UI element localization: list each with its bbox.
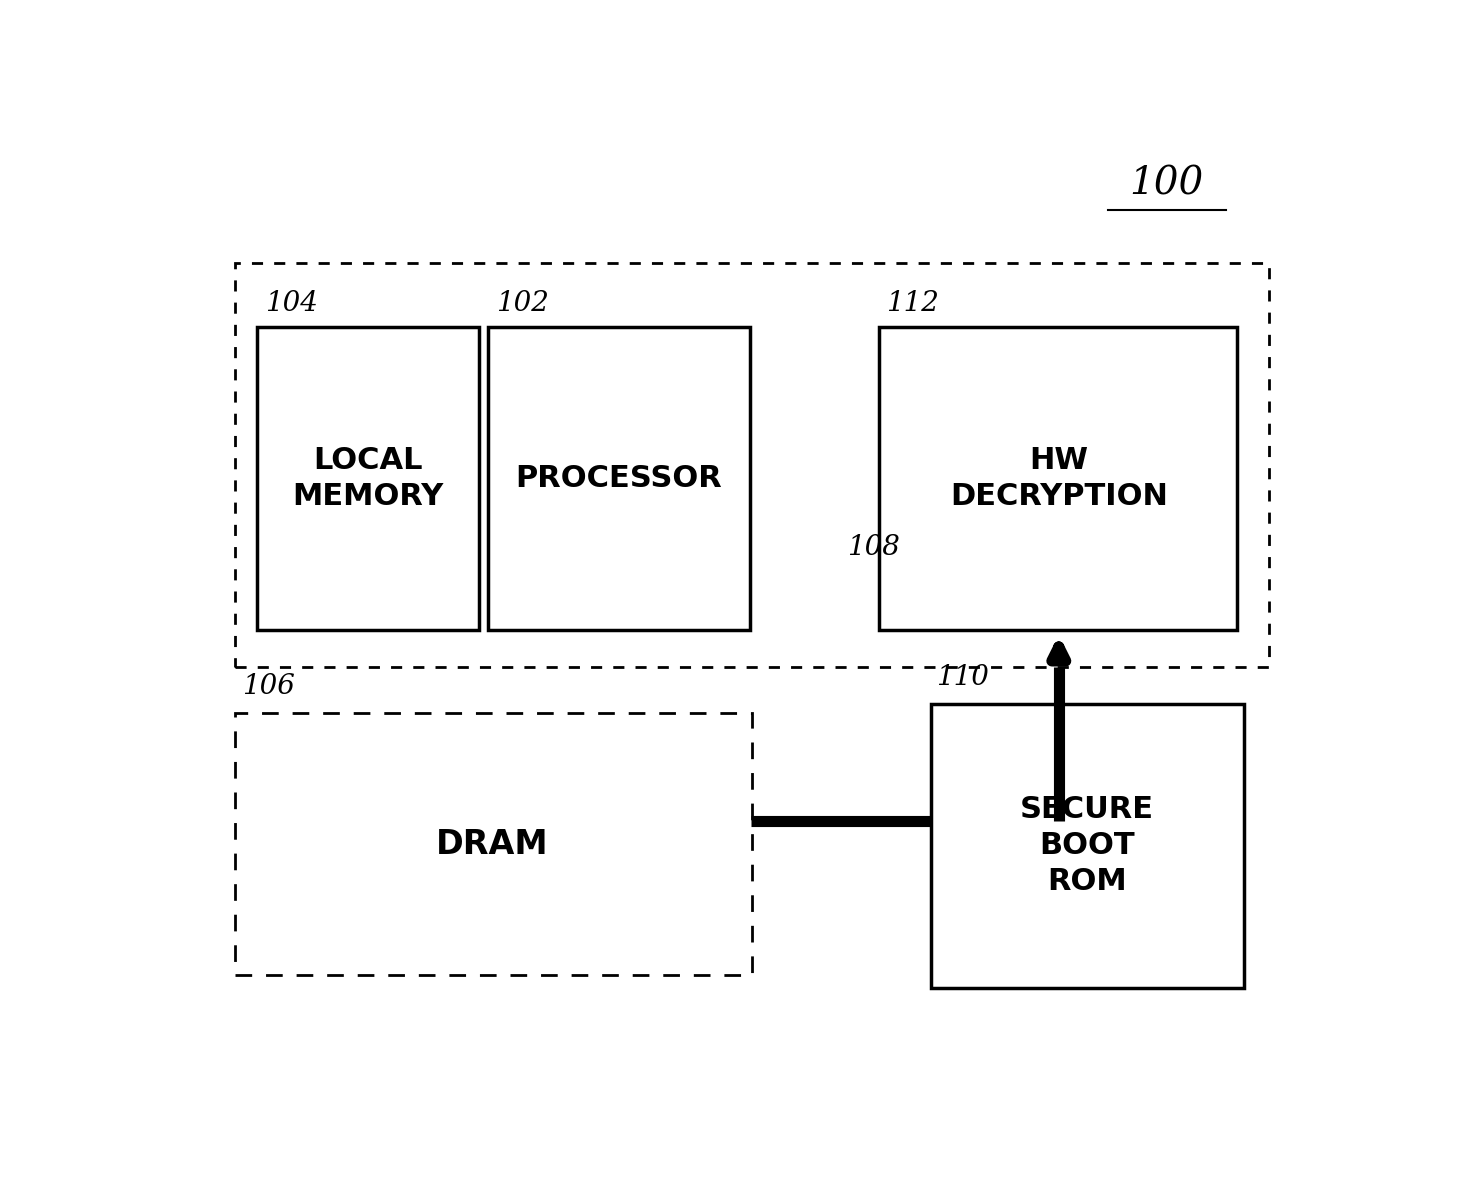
Bar — [257, 327, 478, 630]
Text: 112: 112 — [886, 290, 939, 317]
Text: 106: 106 — [242, 674, 295, 700]
Text: 108: 108 — [846, 533, 899, 561]
Text: DRAM: DRAM — [436, 828, 549, 860]
Text: HW
DECRYPTION: HW DECRYPTION — [949, 446, 1168, 511]
Text: 110: 110 — [936, 665, 989, 691]
Bar — [235, 712, 751, 975]
Text: 100: 100 — [1130, 166, 1204, 203]
Bar — [235, 262, 1269, 667]
Text: LOCAL
MEMORY: LOCAL MEMORY — [292, 446, 443, 511]
Text: 104: 104 — [266, 290, 318, 317]
Text: PROCESSOR: PROCESSOR — [515, 464, 722, 493]
Bar — [932, 704, 1244, 988]
Bar — [879, 327, 1237, 630]
Text: 102: 102 — [496, 290, 549, 317]
Text: SECURE
BOOT
ROM: SECURE BOOT ROM — [1020, 796, 1155, 896]
Bar — [489, 327, 750, 630]
